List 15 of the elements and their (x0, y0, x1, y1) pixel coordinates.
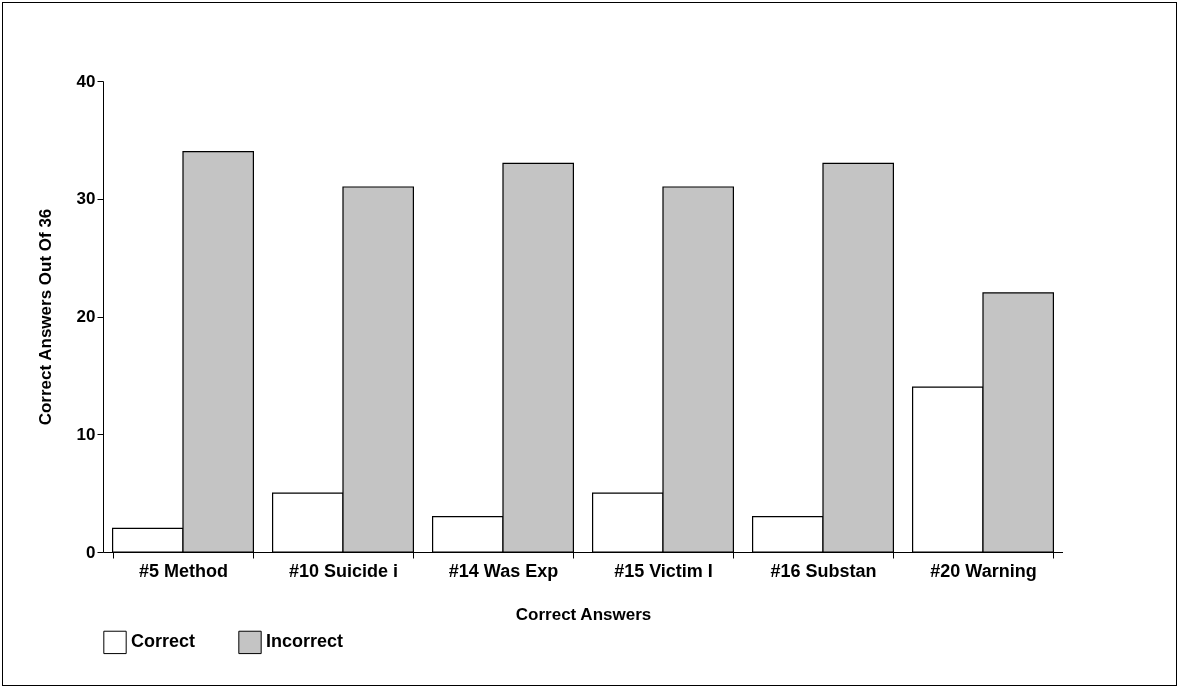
y-tick-label: 30 (76, 189, 96, 209)
x-tick-label: #10 Suicide i (288, 560, 399, 581)
x-tick-label: #15 Victim I (614, 560, 713, 581)
y-tick-label: 10 (76, 424, 96, 444)
legend-label: Incorrect (266, 631, 344, 652)
x-axis-title: Correct Answers (515, 604, 652, 624)
x-tick-label: #5 Method (138, 560, 229, 581)
x-tick-label: #20 Warning (930, 560, 1037, 581)
y-tick-label: 20 (76, 307, 96, 326)
y-tick-label: 0 (86, 542, 96, 562)
y-tick-label: 40 (76, 71, 96, 91)
legend-label: Correct (131, 631, 196, 652)
x-tick-label: #16 Substan (770, 560, 877, 581)
y-axis-title: Correct Answers Out Of 36 (35, 208, 55, 426)
x-tick-label: #14 Was Exp (448, 560, 559, 581)
